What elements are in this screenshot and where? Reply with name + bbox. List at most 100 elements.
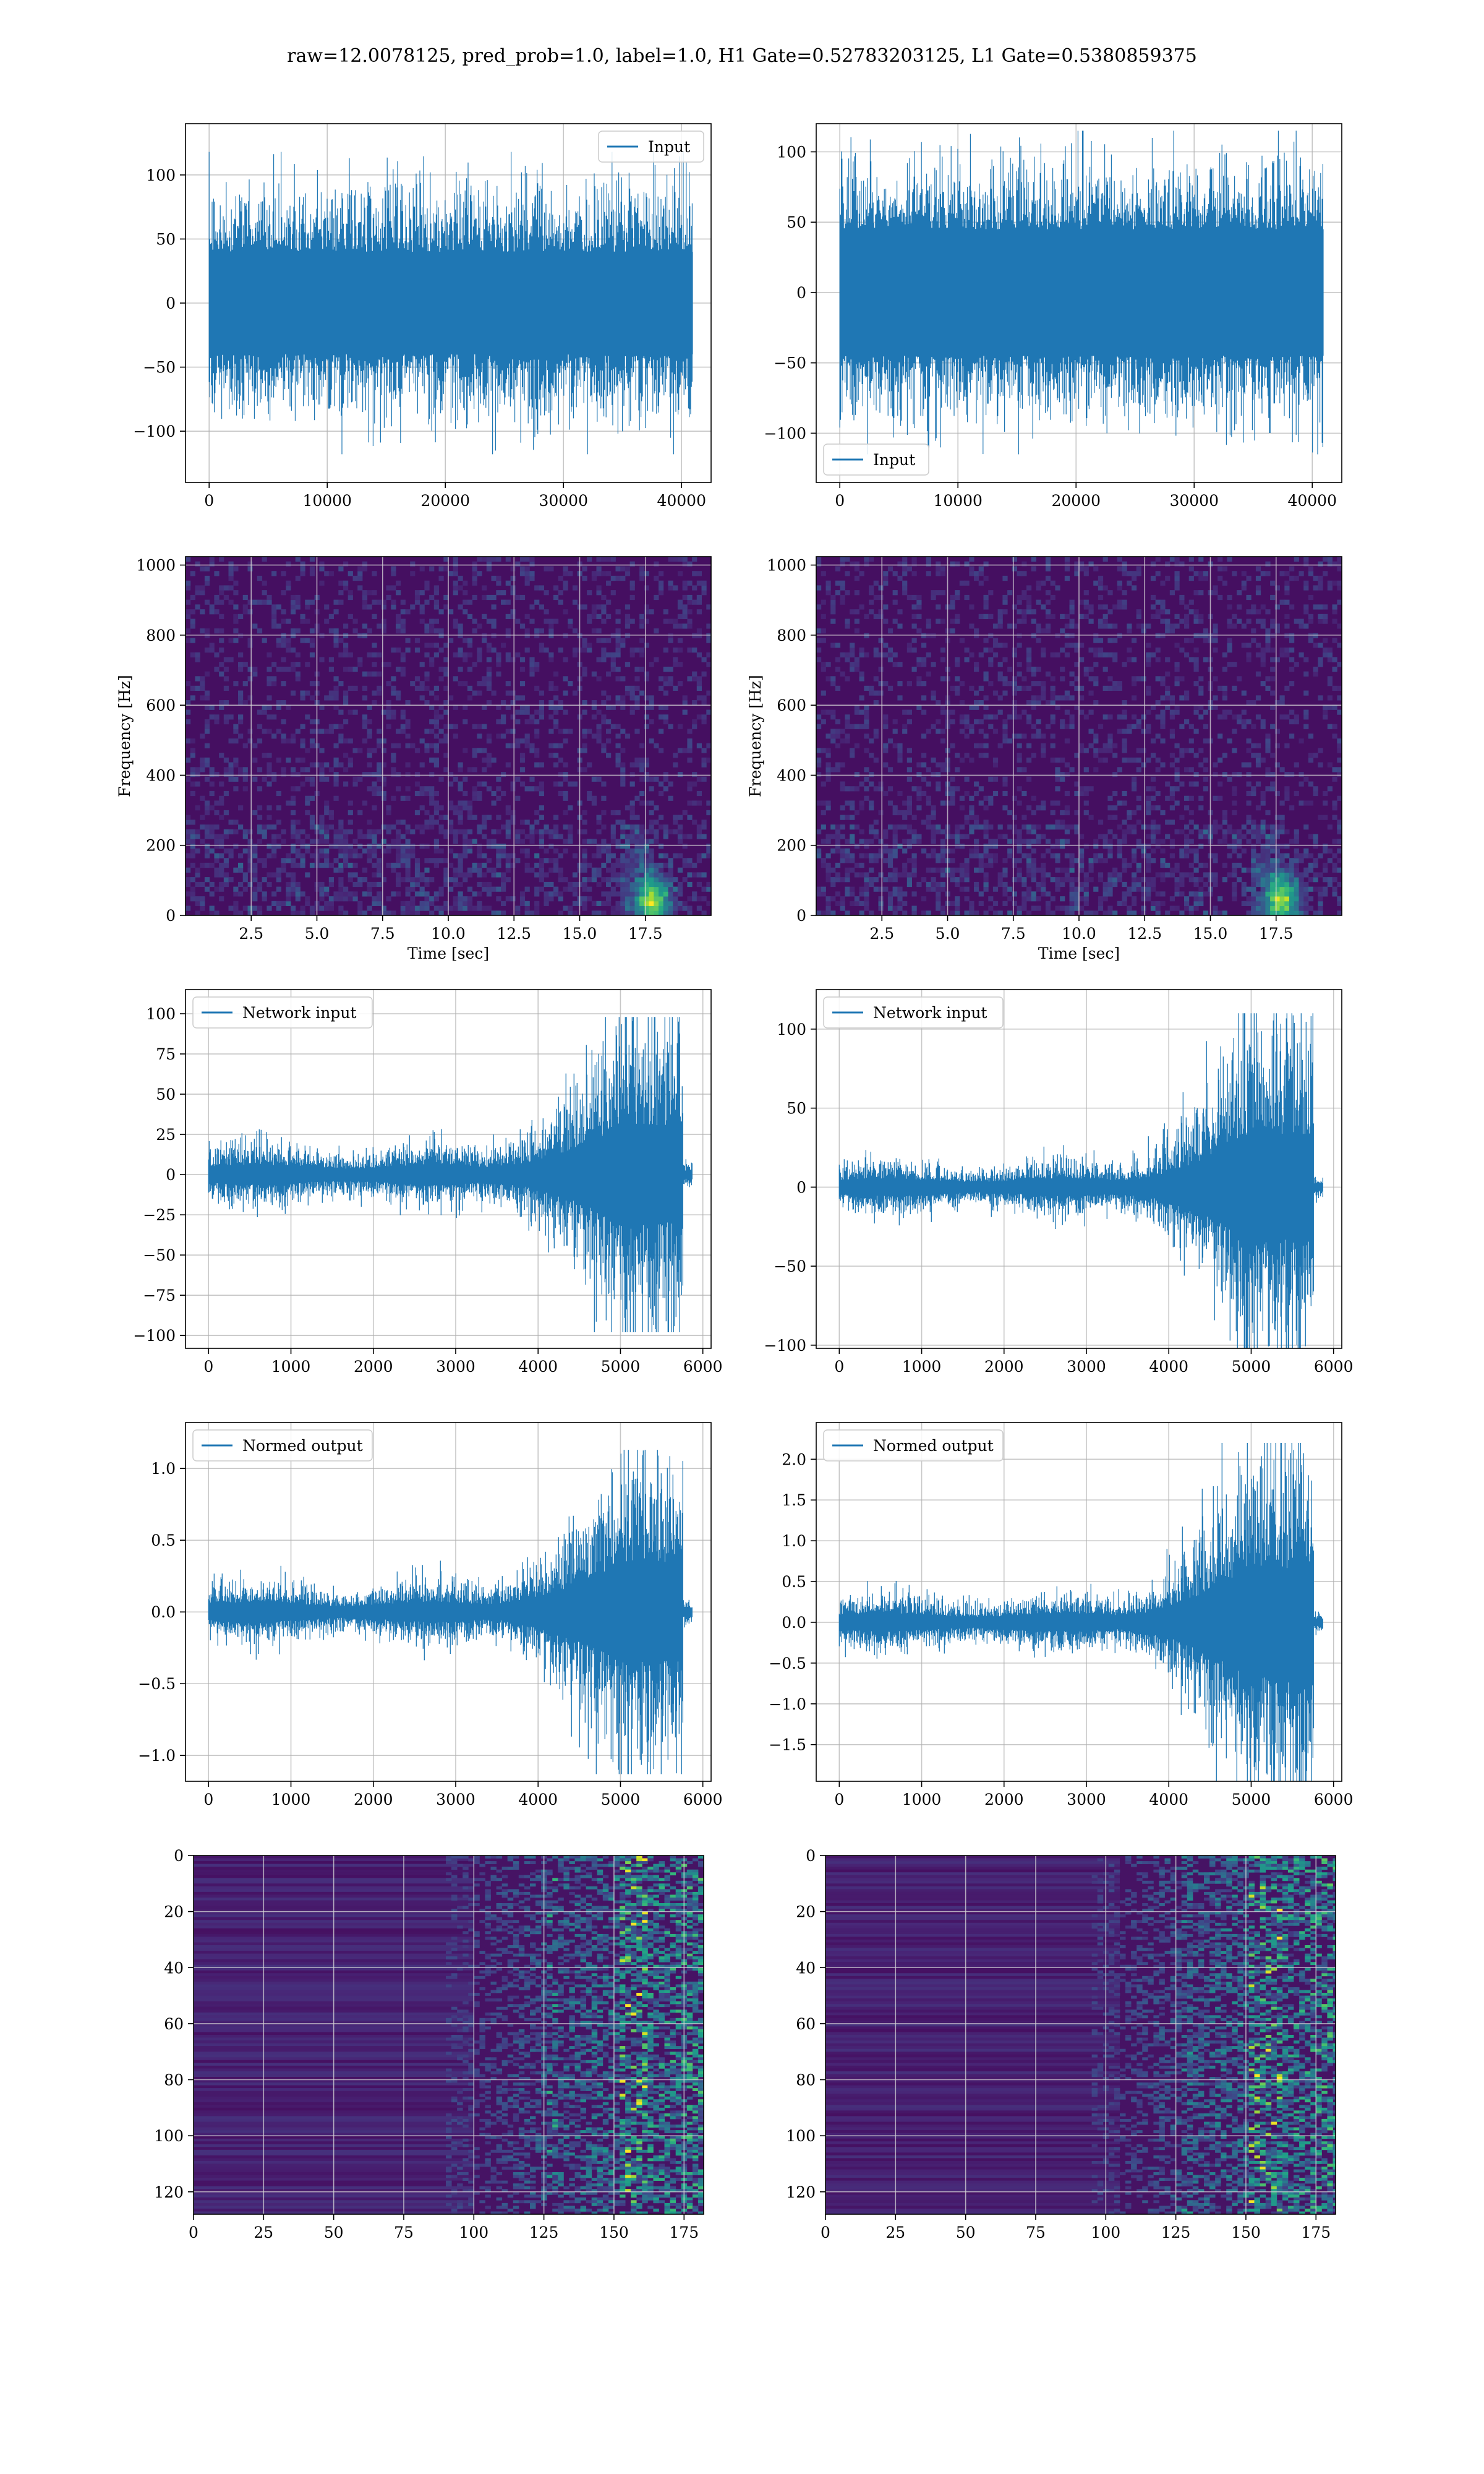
heatmap-cell	[195, 604, 200, 610]
heatmap-cell	[558, 729, 563, 734]
heatmap-cell	[854, 657, 859, 662]
heatmap-cell	[921, 709, 927, 715]
heatmap-cell	[400, 657, 406, 662]
heatmap-cell	[1036, 867, 1041, 873]
heatmap-cell	[377, 910, 382, 915]
heatmap-cell	[242, 772, 248, 777]
heatmap-cell	[964, 734, 970, 739]
heatmap-cell	[673, 685, 678, 691]
heatmap-cell	[677, 662, 683, 667]
heatmap-cell	[582, 566, 587, 571]
heatmap-cell	[696, 790, 702, 797]
heatmap-cell	[969, 853, 974, 858]
heatmap-cell	[955, 877, 960, 883]
heatmap-cell	[242, 662, 248, 667]
heatmap-cell	[1174, 881, 1180, 888]
heatmap-cell	[519, 901, 526, 906]
heatmap-cell	[1260, 834, 1266, 839]
heatmap-cell	[357, 633, 363, 638]
heatmap-cell	[458, 781, 463, 787]
heatmap-cell	[1122, 566, 1127, 571]
heatmap-cell	[596, 724, 602, 729]
heatmap-cell	[906, 795, 912, 801]
heatmap-cell	[295, 671, 301, 677]
heatmap-cell	[563, 790, 568, 797]
heatmap-cell	[267, 695, 272, 701]
heatmap-cell	[486, 676, 492, 682]
heatmap-cell	[649, 839, 654, 844]
heatmap-cell	[501, 910, 506, 915]
heatmap-cell	[524, 704, 530, 710]
heatmap-cell	[1012, 714, 1017, 720]
heatmap-cell	[472, 790, 477, 797]
heatmap-cell	[978, 786, 984, 792]
heatmap-cell	[845, 853, 850, 858]
heatmap-cell	[400, 858, 406, 863]
heatmap-cell	[539, 762, 544, 768]
heatmap-cell	[682, 709, 688, 715]
heatmap-cell	[524, 719, 530, 725]
heatmap-cell	[1165, 618, 1171, 624]
heatmap-cell	[463, 790, 468, 797]
heatmap-cell	[419, 566, 425, 571]
heatmap-cell	[438, 815, 444, 820]
heatmap-cell	[1246, 886, 1252, 892]
heatmap-cell	[553, 824, 559, 830]
heatmap-cell	[486, 815, 492, 820]
heatmap-cell	[1270, 910, 1276, 915]
heatmap-cell	[955, 896, 960, 902]
heatmap-cell	[453, 810, 458, 816]
heatmap-cell	[572, 599, 578, 605]
heatmap-cell	[1150, 614, 1156, 619]
heatmap-cell	[1260, 800, 1266, 806]
heatmap-cell	[453, 652, 458, 657]
heatmap-cell	[955, 839, 960, 844]
heatmap-cell	[228, 638, 234, 643]
heatmap-cell	[558, 872, 563, 878]
heatmap-cell	[601, 700, 607, 706]
heatmap-cell	[1060, 877, 1065, 883]
heatmap-cell	[467, 685, 473, 691]
heatmap-cell	[668, 886, 673, 892]
heatmap-cell	[501, 824, 506, 830]
heatmap-cell	[1222, 753, 1227, 758]
heatmap-cell	[1132, 781, 1137, 787]
heatmap-cell	[410, 886, 416, 892]
heatmap-cell	[463, 748, 468, 753]
heatmap-cell	[835, 590, 841, 596]
heatmap-cell	[883, 724, 889, 729]
heatmap-cell	[328, 905, 334, 911]
heatmap-cell	[486, 786, 492, 792]
heatmap-cell	[281, 738, 286, 744]
heatmap-cell	[1017, 662, 1022, 667]
heatmap-cell	[1265, 738, 1271, 744]
heatmap-cell	[1251, 724, 1256, 729]
heatmap-cell	[587, 643, 592, 648]
heatmap-cell	[926, 623, 931, 629]
heatmap-cell	[372, 834, 377, 839]
heatmap-cell	[491, 839, 497, 844]
heatmap-cell	[591, 614, 597, 619]
heatmap-cell	[835, 657, 841, 662]
heatmap-cell	[873, 652, 879, 657]
heatmap-cell	[548, 867, 554, 873]
heatmap-cell	[1222, 685, 1227, 691]
heatmap-cell	[1026, 657, 1032, 662]
heatmap-cell	[367, 820, 372, 825]
heatmap-cell	[200, 609, 205, 615]
heatmap-cell	[1055, 867, 1060, 873]
heatmap-cell	[529, 743, 535, 748]
heatmap-cell	[892, 719, 898, 725]
heatmap-cell	[1112, 910, 1118, 915]
heatmap-cell	[1203, 571, 1209, 576]
heatmap-cell	[291, 734, 296, 739]
heatmap-cell	[491, 757, 497, 763]
heatmap-cell	[620, 820, 626, 825]
heatmap-cell	[606, 901, 612, 906]
heatmap-cell	[644, 695, 649, 701]
heatmap-cell	[405, 867, 411, 873]
heatmap-cell	[324, 862, 330, 868]
heatmap-cell	[654, 743, 659, 748]
heatmap-cell	[338, 896, 344, 902]
heatmap-cell	[433, 896, 439, 902]
